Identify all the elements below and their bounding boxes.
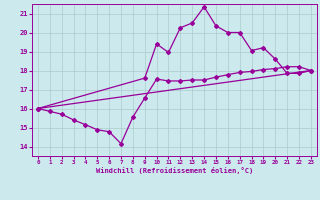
X-axis label: Windchill (Refroidissement éolien,°C): Windchill (Refroidissement éolien,°C) <box>96 167 253 174</box>
